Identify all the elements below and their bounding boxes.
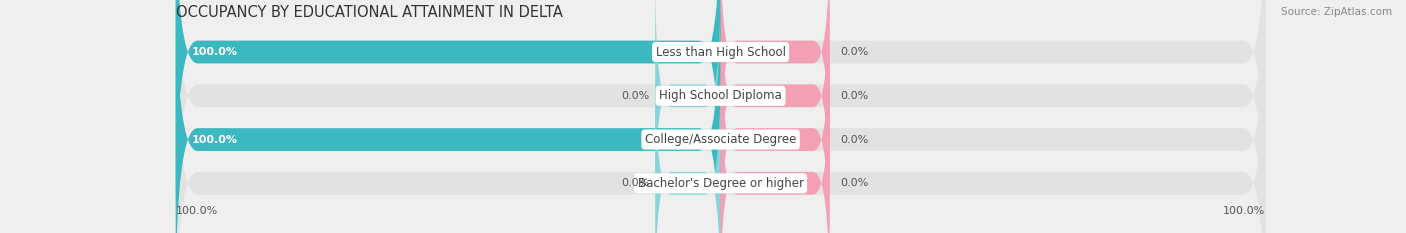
Text: 100.0%: 100.0% <box>1223 206 1265 216</box>
Text: College/Associate Degree: College/Associate Degree <box>645 133 796 146</box>
Text: Source: ZipAtlas.com: Source: ZipAtlas.com <box>1281 7 1392 17</box>
Text: 100.0%: 100.0% <box>193 47 238 57</box>
Text: 0.0%: 0.0% <box>621 91 650 101</box>
FancyBboxPatch shape <box>176 0 1265 233</box>
FancyBboxPatch shape <box>721 0 830 216</box>
FancyBboxPatch shape <box>176 0 721 216</box>
Text: Less than High School: Less than High School <box>655 45 786 58</box>
Text: 0.0%: 0.0% <box>621 178 650 188</box>
FancyBboxPatch shape <box>655 0 721 216</box>
Text: 100.0%: 100.0% <box>193 134 238 144</box>
Text: 0.0%: 0.0% <box>841 178 869 188</box>
Text: 100.0%: 100.0% <box>176 206 218 216</box>
FancyBboxPatch shape <box>721 63 830 233</box>
Text: 0.0%: 0.0% <box>841 134 869 144</box>
Text: 0.0%: 0.0% <box>841 91 869 101</box>
Text: OCCUPANCY BY EDUCATIONAL ATTAINMENT IN DELTA: OCCUPANCY BY EDUCATIONAL ATTAINMENT IN D… <box>176 5 562 20</box>
FancyBboxPatch shape <box>176 0 1265 233</box>
FancyBboxPatch shape <box>721 20 830 233</box>
FancyBboxPatch shape <box>176 0 721 233</box>
Text: 0.0%: 0.0% <box>841 47 869 57</box>
FancyBboxPatch shape <box>176 0 1265 216</box>
FancyBboxPatch shape <box>721 0 830 172</box>
Text: High School Diploma: High School Diploma <box>659 89 782 102</box>
Text: Bachelor's Degree or higher: Bachelor's Degree or higher <box>637 177 804 190</box>
FancyBboxPatch shape <box>655 63 721 233</box>
FancyBboxPatch shape <box>176 20 1265 233</box>
